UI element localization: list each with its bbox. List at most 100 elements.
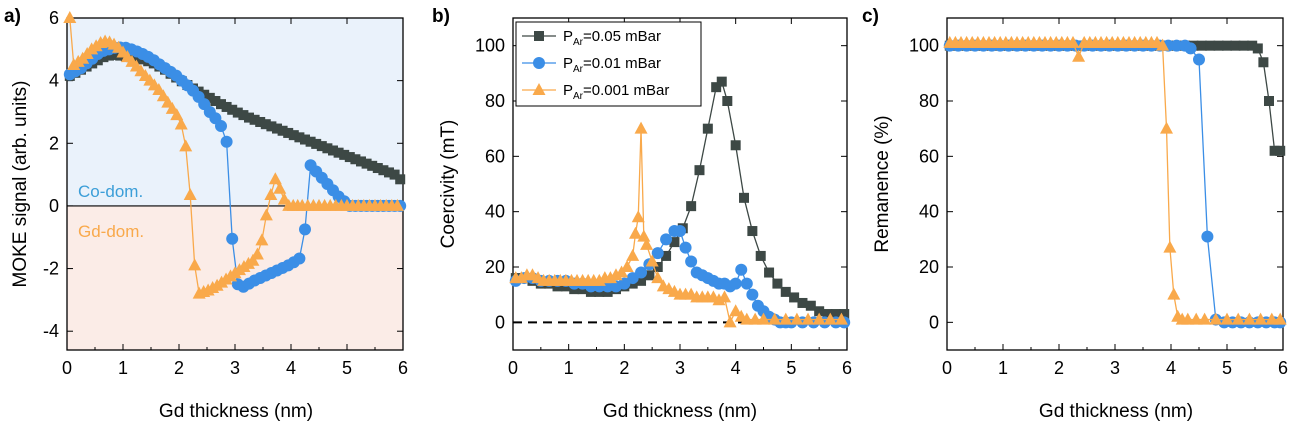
data-point	[372, 163, 383, 174]
data-point	[789, 292, 800, 303]
legend-marker-1	[533, 57, 545, 69]
data-point	[747, 226, 758, 237]
panel-b-legend: PAr=0.05 mBar PAr=0.01 mBar PAr=0.001 mB…	[515, 21, 702, 107]
x-tick-label: 4	[1166, 358, 1176, 378]
data-point	[232, 107, 243, 118]
data-point	[277, 125, 288, 136]
y-tick-label: 80	[919, 91, 939, 111]
data-point	[723, 315, 737, 328]
panel-c-label: c)	[862, 6, 879, 27]
data-point	[634, 121, 648, 134]
data-point	[226, 232, 239, 245]
x-tick-label: 6	[398, 358, 408, 378]
data-point	[711, 82, 722, 93]
x-tick-label: 5	[1222, 358, 1232, 378]
y-tick-label: 60	[485, 146, 505, 166]
gd-dom-label: Gd-dom.	[78, 222, 144, 241]
data-point	[215, 120, 227, 133]
data-point	[299, 223, 311, 236]
data-point	[378, 165, 389, 176]
y-tick-label: 6	[49, 8, 59, 28]
data-point	[132, 53, 142, 64]
data-point	[652, 262, 663, 272]
data-point	[839, 309, 850, 320]
data-point	[1264, 96, 1274, 106]
data-point	[300, 134, 310, 145]
y-tick-label: 0	[929, 312, 939, 332]
data-point	[814, 306, 825, 317]
data-point	[772, 278, 783, 289]
data-point	[389, 169, 400, 180]
data-point	[246, 253, 260, 266]
data-point	[805, 300, 816, 311]
data-point	[722, 96, 733, 106]
data-point	[1163, 240, 1177, 253]
y-tick-label: 60	[919, 146, 939, 166]
data-point	[674, 225, 686, 238]
data-point	[367, 160, 378, 171]
data-point	[305, 136, 316, 147]
data-point	[757, 312, 770, 325]
data-point	[1170, 39, 1183, 52]
data-point	[311, 138, 322, 149]
data-point	[328, 145, 338, 156]
data-point	[636, 275, 647, 286]
data-point	[685, 255, 698, 268]
x-tick-label: 1	[998, 358, 1008, 378]
x-tick-label: 3	[1110, 358, 1120, 378]
x-tick-label: 3	[675, 358, 685, 378]
data-point	[339, 149, 350, 160]
y-tick-label: 2	[49, 133, 59, 153]
data-point	[210, 96, 221, 106]
data-point	[830, 309, 841, 320]
data-point	[1196, 40, 1207, 51]
data-point	[1198, 312, 1212, 325]
data-point	[1252, 43, 1263, 54]
panel-b-xlabel: Gd thickness (nm)	[603, 401, 757, 422]
series-line-1	[949, 45, 1281, 323]
plot-frame	[512, 17, 848, 351]
data-point	[216, 99, 226, 110]
panel-a-ylabel: MOKE signal (arb. units)	[10, 81, 31, 288]
plot-frame	[946, 17, 1284, 351]
x-tick-label: 6	[1278, 358, 1288, 378]
panel-b-series	[509, 76, 851, 329]
x-tick-label: 2	[174, 358, 184, 378]
data-point	[660, 233, 673, 246]
data-point	[1265, 312, 1279, 325]
data-point	[628, 226, 642, 239]
data-point	[631, 210, 645, 223]
data-point	[63, 11, 77, 23]
data-point	[266, 121, 277, 132]
y-tick-label: 20	[485, 257, 505, 277]
data-point	[238, 110, 249, 121]
data-point	[350, 154, 361, 165]
data-point	[109, 49, 120, 60]
data-point	[174, 117, 188, 130]
y-tick-label: 0	[49, 196, 59, 216]
data-point	[188, 258, 202, 271]
y-tick-label: -4	[43, 321, 59, 341]
x-tick-label: 0	[942, 358, 952, 378]
data-point	[834, 312, 848, 325]
data-point	[1184, 42, 1197, 55]
data-point	[686, 201, 697, 212]
data-point	[255, 116, 266, 127]
legend-entry-0: PAr=0.05 mBar	[563, 28, 661, 48]
panel-c-series	[943, 35, 1287, 329]
data-point	[780, 286, 791, 297]
y-tick-label: 0	[495, 312, 505, 332]
series-line-0	[949, 45, 1281, 152]
data-point	[1273, 312, 1287, 325]
data-point	[390, 198, 404, 211]
x-tick-label: 5	[342, 358, 352, 378]
x-tick-label: 6	[842, 358, 852, 378]
data-point	[1231, 312, 1245, 325]
data-point	[316, 141, 327, 152]
data-point	[220, 135, 233, 148]
x-tick-label: 1	[118, 358, 128, 378]
data-point	[293, 252, 306, 265]
x-tick-label: 4	[731, 358, 741, 378]
data-point	[730, 140, 741, 151]
